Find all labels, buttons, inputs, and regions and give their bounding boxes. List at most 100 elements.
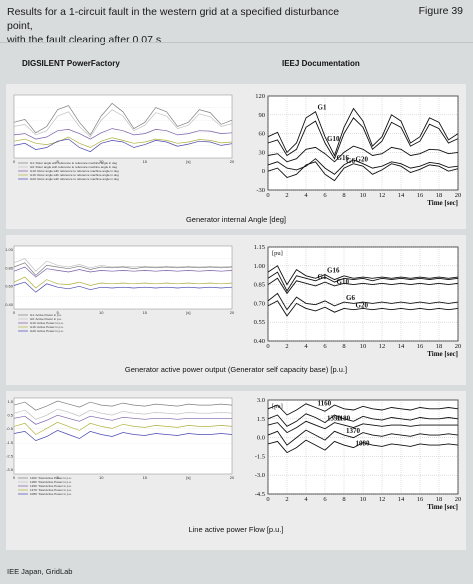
ieej-xtick-label: 14 (398, 192, 405, 199)
ieej-ytick-label: -4.5 (255, 491, 265, 498)
caption-power: Generator active power output (Generator… (124, 365, 348, 374)
ieej-series-label: G6 (346, 157, 355, 165)
ieej-xaxis-label: Time [sec] (427, 503, 458, 511)
pf-legend-entry: G1: Active Power in p.u. (30, 313, 62, 317)
pf-ytick-label: -3.5 (6, 467, 14, 472)
pf-ytick-label: -0.5 (6, 426, 14, 431)
pf-ytick-label: 0.40 (5, 302, 14, 307)
ieej-series-label: 1390 (327, 415, 342, 423)
pf-xtick-label: 20 (230, 475, 235, 480)
pf-series-line-G10 (13, 266, 233, 278)
ieej-xtick-label: 6 (323, 192, 327, 199)
pf-xtick-label: 10 (99, 159, 104, 164)
page-header: Results for a 1-circuit fault in the wes… (0, 0, 473, 46)
ieej-xtick-label: 14 (398, 496, 405, 503)
pf-series-line-1370 (13, 421, 233, 435)
pf-plot-area (13, 94, 233, 159)
pf-xtick-label: 15 (143, 475, 148, 480)
ieej-series-label: 1160 (318, 400, 332, 408)
ieej-xtick-label: 8 (342, 343, 345, 350)
ieej-xtick-label: 2 (285, 343, 288, 350)
pf-series-line-G6 (13, 276, 233, 289)
ieej-xtick-label: 12 (379, 192, 386, 199)
pf-series-line-1080 (13, 430, 233, 441)
ieej-xtick-label: 4 (304, 192, 308, 199)
ieej-chart-2 (267, 399, 459, 495)
ieej-xtick-label: 20 (455, 192, 462, 199)
ieej-series-line-G16 (267, 265, 459, 286)
ieej-series-line-G1 (267, 271, 459, 292)
pf-xtick-label: 0 (13, 475, 16, 480)
ieej-ytick-label: 3.0 (257, 397, 265, 404)
pf-xtick-label: 15 (143, 159, 148, 164)
pf-legend-entry: G1: Rotor angle with reference to refere… (30, 161, 117, 165)
pf-series-line-G1 (13, 262, 233, 276)
pf-legend-entry: G6: Active Power in p.u. (30, 317, 62, 321)
ieej-ytick-label: 0.40 (254, 338, 265, 345)
ieej-series-label: G1 (318, 273, 327, 281)
title-line-2: with the fault clearing after 0.07 s (7, 34, 162, 46)
ieej-ytick-label: -3.0 (255, 472, 265, 479)
pf-ytick-label: 0.5 (7, 413, 13, 418)
ieej-xtick-label: 8 (342, 192, 345, 199)
ieej-series-label: 1180 (337, 415, 351, 423)
pf-legend-entry: G10: Rotor angle with reference to refer… (30, 169, 119, 173)
ieej-xtick-label: 12 (379, 496, 386, 503)
caption-angle: Generator internal Angle [deg] (185, 215, 287, 224)
pf-xtick-label: 5 (56, 310, 59, 315)
ieej-xtick-label: 14 (398, 343, 405, 350)
ieej-xtick-label: 18 (436, 496, 443, 503)
ieej-series-label: 1370 (346, 427, 361, 435)
ieej-series-label: G16 (327, 267, 340, 275)
divider (0, 42, 473, 43)
ieej-ytick-label: 90 (259, 112, 266, 119)
pf-xtick-label: 15 (143, 310, 148, 315)
footer-credit: IEE Japan, GridLab (7, 567, 73, 576)
ieej-series-line-G1 (267, 107, 459, 157)
ieej-xtick-label: 0 (266, 192, 269, 199)
ieej-xtick-label: 12 (379, 343, 386, 350)
pf-ytick-label: 0.60 (5, 284, 14, 289)
pf-xtick-label: [s] (186, 475, 190, 480)
column-header-right: IEEJ Documentation (282, 59, 360, 68)
pf-ytick-label: 0.80 (5, 265, 14, 270)
ieej-ytick-label: 30 (259, 149, 266, 156)
ieej-series-label: G6 (346, 294, 355, 302)
ieej-xaxis-label: Time [sec] (427, 350, 458, 358)
pf-chart-0 (13, 94, 233, 180)
pf-legend-entry: G10: Active Power in p.u. (30, 321, 64, 325)
ieej-xtick-label: 8 (342, 496, 345, 503)
ieej-series-label: G1 (318, 104, 327, 112)
pf-legend-entry: 1180: Total Active Power in p.u. (30, 480, 72, 484)
ieej-series-label: G10 (327, 135, 340, 143)
pf-xtick-label: 0 (13, 159, 16, 164)
ieej-series-line-1160 (267, 403, 459, 416)
pf-plot-area (13, 245, 233, 310)
pf-plot-area (13, 397, 233, 475)
ieej-chart-0 (267, 95, 459, 191)
ieej-xtick-label: 18 (436, 192, 443, 199)
pf-series-line-G1 (13, 102, 233, 136)
ieej-xtick-label: 10 (360, 343, 367, 350)
ieej-series-line-1080 (267, 439, 459, 454)
pf-legend-entry: G16: Active Power in p.u. (30, 325, 64, 329)
ieej-ytick-label: 0.55 (254, 319, 265, 326)
ieej-series-label: G20 (356, 302, 369, 310)
ieej-series-line-G20 (267, 300, 459, 317)
pf-xtick-label: 5 (56, 159, 59, 164)
ieej-ytick-label: 0 (262, 168, 265, 175)
pf-xtick-label: 10 (99, 475, 104, 480)
ieej-xtick-label: 2 (285, 192, 288, 199)
pf-legend-entry: G16: Rotor angle with reference to refer… (30, 173, 119, 177)
pf-chart-1 (13, 245, 233, 332)
pf-legend-entry: 1080: Total Active Power in p.u. (30, 492, 72, 496)
title-line-1: Results for a 1-circuit fault in the wes… (7, 6, 340, 32)
ieej-series-line-1180 (267, 420, 458, 434)
ieej-series-line-G20 (267, 161, 459, 182)
pf-legend-entry: 1370: Total Active Power in p.u. (30, 488, 72, 492)
page-title: Results for a 1-circuit fault in the wes… (7, 5, 347, 47)
ieej-series-line-G10 (267, 117, 459, 160)
pf-series-line-G10 (13, 109, 233, 138)
pf-legend-entry: 1390: Total Active Power in p.u. (30, 484, 72, 488)
